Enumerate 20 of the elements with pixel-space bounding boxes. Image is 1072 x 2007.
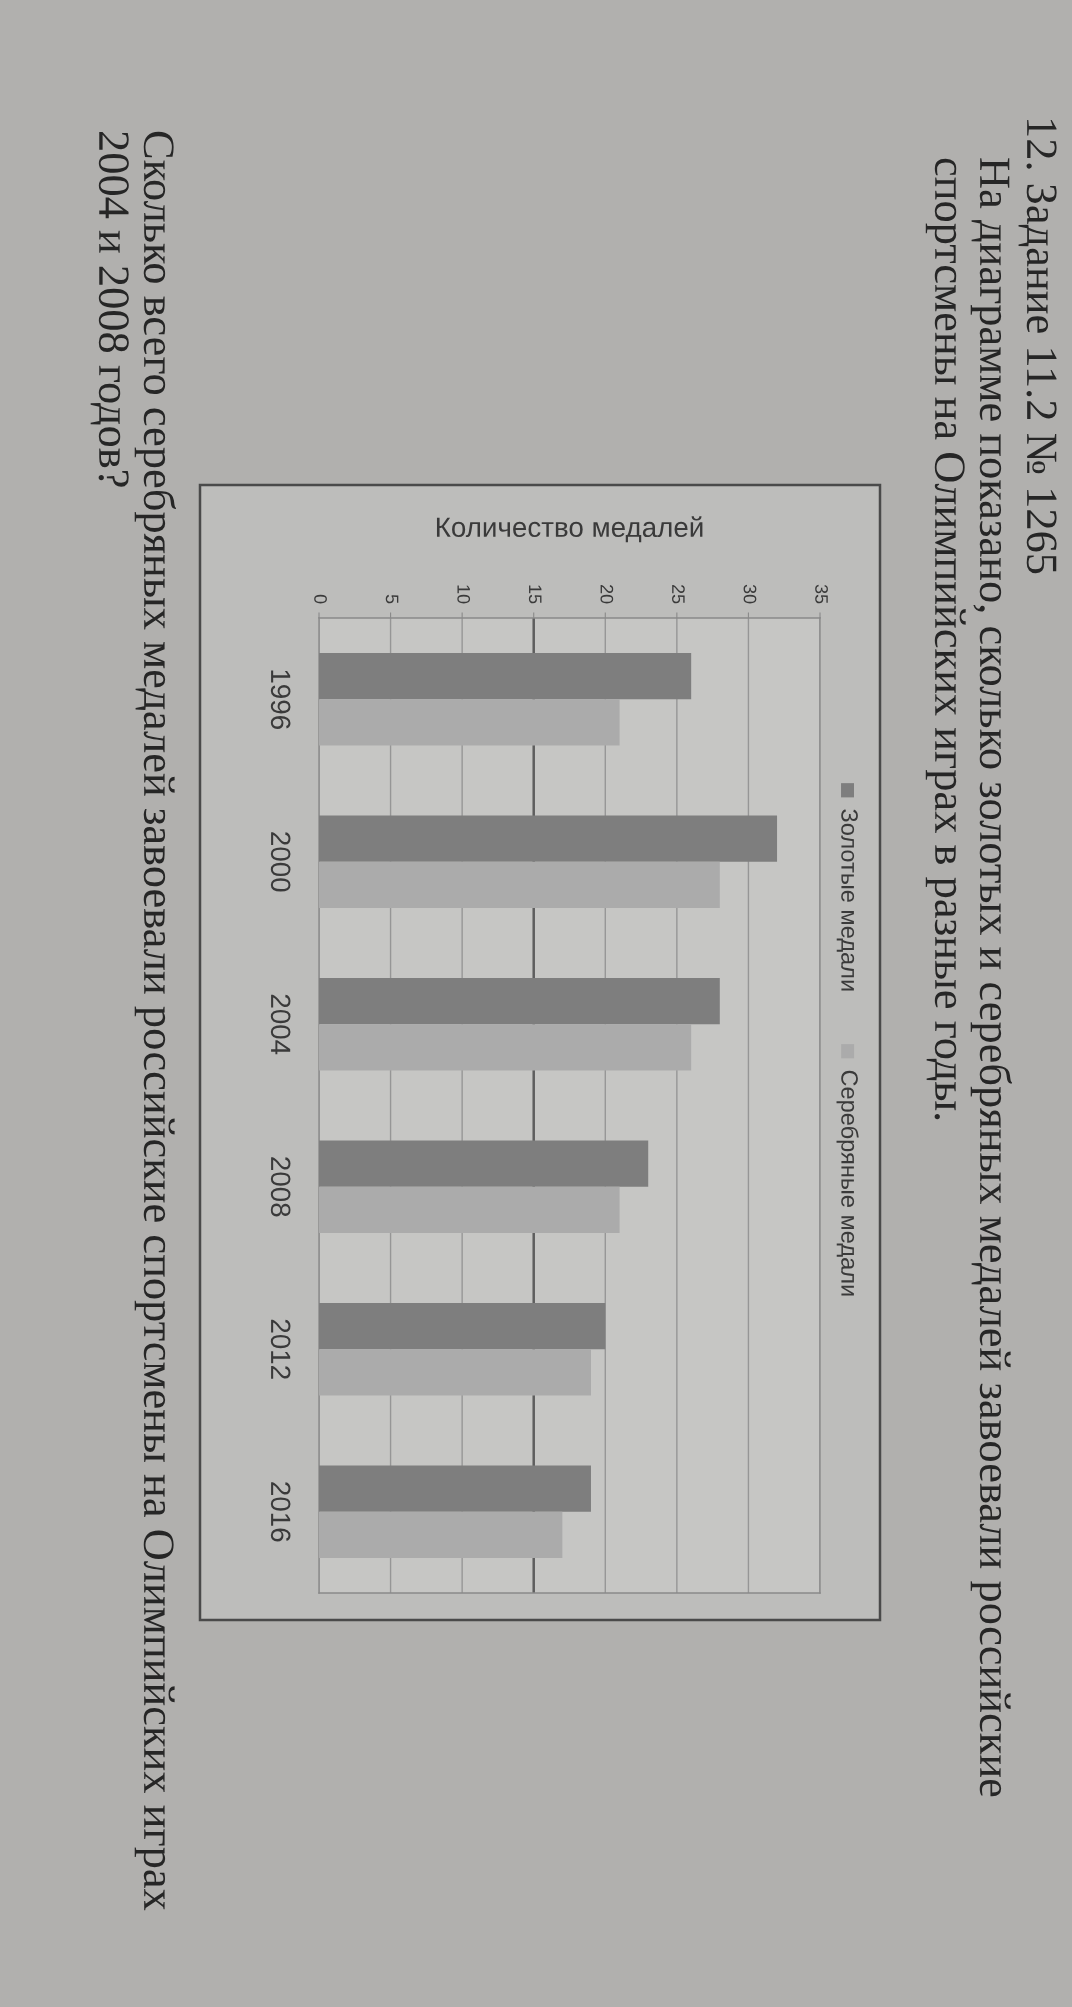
x-tick-label: 35 (815, 584, 828, 604)
x-tick-label: 0 (314, 594, 327, 604)
y-tick-label: 2012 (270, 1319, 291, 1379)
legend-label: Серебряные медали (836, 1070, 859, 1296)
x-tick-label: 30 (743, 584, 757, 604)
x-tick-label: 15 (528, 585, 542, 604)
legend-label: Золотые медали (836, 809, 858, 991)
y-tick-label: 2004 (270, 994, 291, 1055)
y-tick-label: 1996 (270, 670, 291, 729)
x-tick-label: 20 (600, 584, 614, 604)
y-tick-label: 2016 (270, 1482, 291, 1542)
x-axis-title: Количество медалей (436, 516, 703, 543)
text: 12. Задание 11.2 № 1265 (1018, 119, 1057, 574)
x-tick-label: 10 (457, 585, 471, 604)
x-tick-label: 25 (672, 584, 685, 604)
text: Сколько всего серебряных медалей завоевали российские спортсмены на Олимпийских играх 2004 и 2008 годов? (90, 131, 176, 1911)
x-tick-label: 5 (385, 594, 399, 604)
y-tick-label: 2000 (270, 832, 291, 892)
text: На диаграмме показано, сколько золотых и серебряных медалей завоевали российские спортсмены на Олимпийских играх в разные годы. (925, 158, 1012, 1797)
y-tick-label: 2008 (270, 1157, 291, 1217)
